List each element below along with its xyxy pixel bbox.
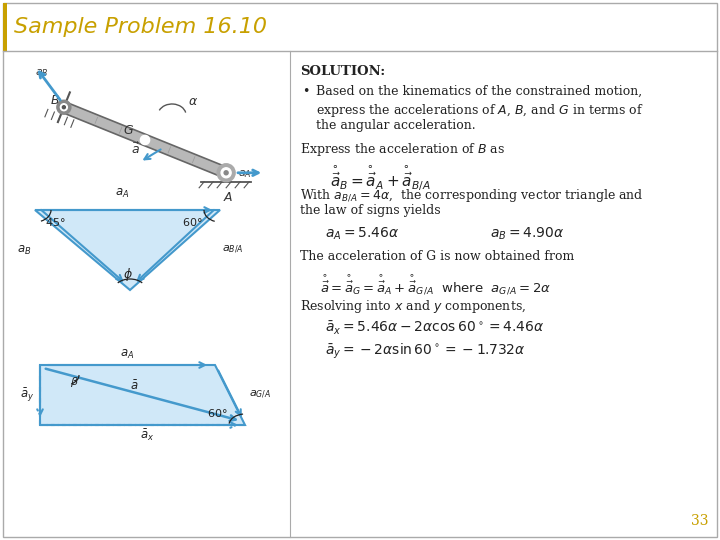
Circle shape xyxy=(60,104,68,111)
Text: $a_A$: $a_A$ xyxy=(120,348,134,361)
Circle shape xyxy=(140,136,150,145)
Circle shape xyxy=(57,100,71,114)
Text: $\overset{\circ}{\vec{a}} =\overset{\circ}{\vec{a}}_G= \overset{\circ}{\vec{a}}_: $\overset{\circ}{\vec{a}} =\overset{\cir… xyxy=(320,272,551,296)
FancyBboxPatch shape xyxy=(3,3,717,537)
Text: $a_A = 5.46\alpha$: $a_A = 5.46\alpha$ xyxy=(325,226,400,242)
Text: $a_A$: $a_A$ xyxy=(238,168,252,180)
Text: $B$: $B$ xyxy=(50,94,60,107)
Text: $\alpha$: $\alpha$ xyxy=(188,95,198,108)
Text: With $a_{B/A} = 4\alpha$,  the corresponding vector triangle and: With $a_{B/A} = 4\alpha$, the correspond… xyxy=(300,187,644,204)
Polygon shape xyxy=(40,365,245,425)
Text: $a_{B/A}$: $a_{B/A}$ xyxy=(222,244,243,256)
Text: $a_{G/A}$: $a_{G/A}$ xyxy=(249,389,271,401)
Text: $G$: $G$ xyxy=(123,124,134,137)
Polygon shape xyxy=(62,102,228,178)
Text: the angular acceleration.: the angular acceleration. xyxy=(316,119,476,132)
Circle shape xyxy=(221,168,231,178)
Text: $a_B = 4.90\alpha$: $a_B = 4.90\alpha$ xyxy=(490,226,564,242)
Text: $60°$: $60°$ xyxy=(182,216,202,228)
Text: $\overset{\circ}{\vec{a}}_B = \overset{\circ}{\vec{a}}_A + \overset{\circ}{\vec{: $\overset{\circ}{\vec{a}}_B = \overset{\… xyxy=(330,163,431,193)
Text: Express the acceleration of $B$ as: Express the acceleration of $B$ as xyxy=(300,141,505,158)
Text: $\bar{a}_x$: $\bar{a}_x$ xyxy=(140,428,154,443)
Text: Sample Problem 16.10: Sample Problem 16.10 xyxy=(14,17,267,37)
Text: Resolving into $x$ and $y$ components,: Resolving into $x$ and $y$ components, xyxy=(300,298,526,315)
Text: $\bar{a}_x = 5.46\alpha - 2\alpha\cos 60^\circ = 4.46\alpha$: $\bar{a}_x = 5.46\alpha - 2\alpha\cos 60… xyxy=(325,320,544,337)
Text: SOLUTION:: SOLUTION: xyxy=(300,65,385,78)
Polygon shape xyxy=(35,210,220,290)
Text: the law of signs yields: the law of signs yields xyxy=(300,204,441,217)
Text: 33: 33 xyxy=(690,514,708,528)
Text: $45°$: $45°$ xyxy=(45,216,66,228)
Text: express the accelerations of $A$, $B$, and $G$ in terms of: express the accelerations of $A$, $B$, a… xyxy=(316,102,644,119)
Text: $60°$: $60°$ xyxy=(207,407,228,419)
Text: •: • xyxy=(302,85,310,98)
FancyBboxPatch shape xyxy=(3,3,7,51)
Text: $a_A$: $a_A$ xyxy=(115,187,129,200)
Circle shape xyxy=(63,106,66,109)
Text: Based on the kinematics of the constrained motion,: Based on the kinematics of the constrain… xyxy=(316,85,642,98)
Text: $\bar{a}_y = -2\alpha\sin 60^\circ = -1.732\alpha$: $\bar{a}_y = -2\alpha\sin 60^\circ = -1.… xyxy=(325,342,526,361)
Text: $\bar{a}_y$: $\bar{a}_y$ xyxy=(20,386,35,404)
Text: $\vec{a}$: $\vec{a}$ xyxy=(131,141,140,157)
Text: $a_B$: $a_B$ xyxy=(35,67,49,79)
Text: $A$: $A$ xyxy=(223,191,233,204)
Text: The acceleration of G is now obtained from: The acceleration of G is now obtained fr… xyxy=(300,250,575,263)
Text: $\phi$: $\phi$ xyxy=(123,266,133,283)
Circle shape xyxy=(217,164,235,182)
Text: $\beta$: $\beta$ xyxy=(70,375,78,389)
Circle shape xyxy=(224,171,228,175)
Text: $a_B$: $a_B$ xyxy=(17,244,32,256)
Text: $\bar{a}$: $\bar{a}$ xyxy=(130,380,138,393)
